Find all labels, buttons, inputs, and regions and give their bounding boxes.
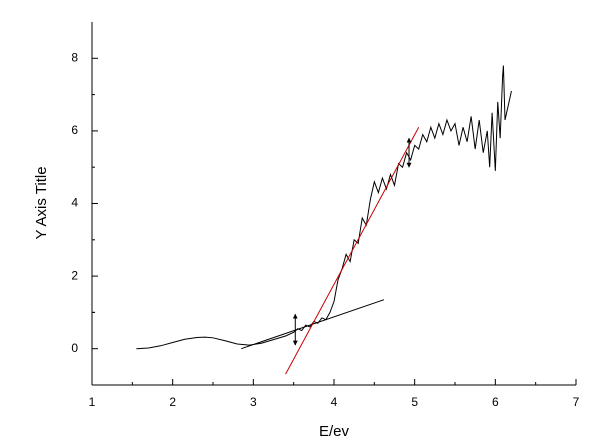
data-line <box>285 127 420 375</box>
x-tick-label: 2 <box>169 395 176 409</box>
x-tick-label: 3 <box>250 395 257 409</box>
x-axis-title: E/ev <box>319 423 350 440</box>
y-tick-label: 8 <box>71 50 78 64</box>
x-tick-label: 5 <box>411 395 418 409</box>
x-tick-label: 7 <box>573 395 580 409</box>
x-tick-label: 4 <box>331 395 338 409</box>
y-tick-label: 4 <box>71 196 78 210</box>
x-tick-label: 6 <box>492 395 499 409</box>
data-line <box>136 65 512 350</box>
y-tick-label: 0 <box>71 341 78 355</box>
x-tick-label: 1 <box>89 395 96 409</box>
y-tick-label: 6 <box>71 123 78 137</box>
y-tick-label: 2 <box>71 268 78 282</box>
y-axis-title: Y Axis Title <box>33 166 50 239</box>
